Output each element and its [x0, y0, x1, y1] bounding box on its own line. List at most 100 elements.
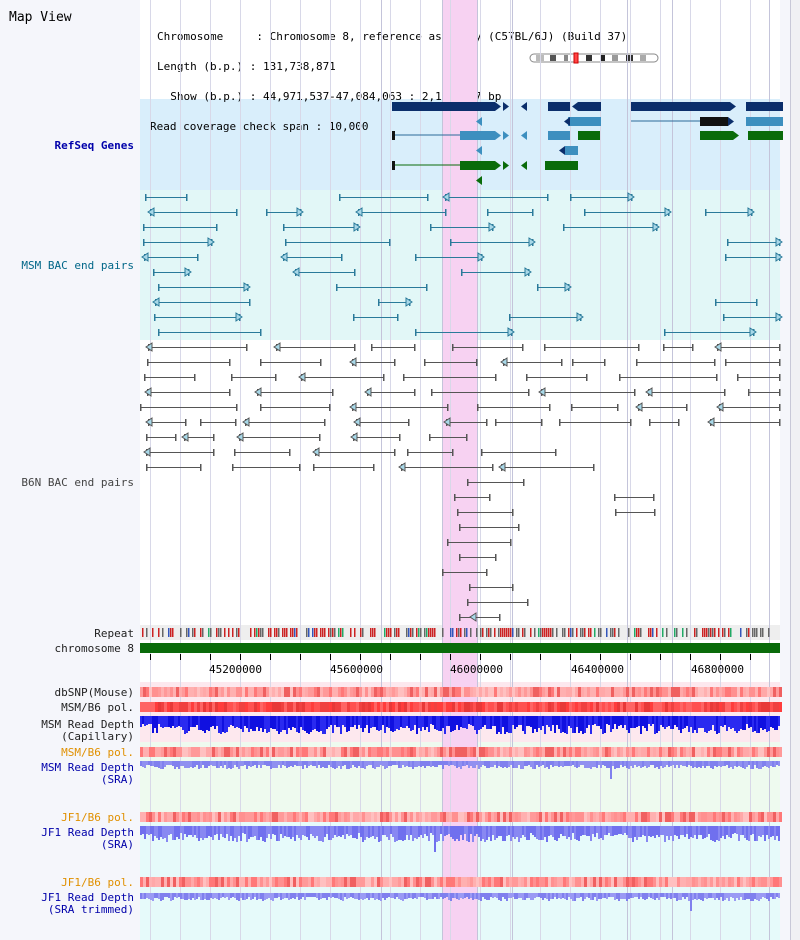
depth-bar [258, 761, 260, 765]
heat-cell [614, 687, 617, 697]
heat-cell [194, 747, 197, 757]
depth-bar [746, 893, 748, 899]
depth-bar [510, 826, 512, 841]
track-label-msm-b6-pol[interactable]: MSM/B6 pol. [61, 701, 134, 714]
depth-bar [458, 893, 460, 900]
track-label-msm-read-depth-cap[interactable]: MSM Read Depth [41, 718, 134, 731]
depth-bar [210, 826, 212, 837]
repeat-mark [506, 628, 508, 637]
depth-bar [490, 893, 492, 897]
heat-cell [296, 702, 299, 712]
depth-bar [750, 716, 752, 727]
depth-bar [536, 826, 538, 839]
depth-bar [636, 761, 638, 767]
heat-cell [197, 702, 200, 712]
heat-cell [470, 687, 473, 697]
track-label-msm-read-depth-sra[interactable]: MSM Read Depth [41, 761, 134, 774]
depth-bar [616, 716, 618, 729]
bac-end-arrow [349, 402, 357, 412]
bac-end-arrow [664, 207, 672, 217]
depth-bar [764, 761, 766, 766]
repeat-mark [408, 628, 410, 637]
bac-end-arrow [716, 402, 724, 412]
depth-bar [486, 826, 488, 840]
depth-bar [532, 893, 534, 900]
heat-cell [251, 877, 254, 887]
chromosome-bar [140, 643, 780, 653]
track-label-dbsnp[interactable]: dbSNP(Mouse) [54, 686, 134, 699]
track-label-jf1-b6-pol[interactable]: JF1/B6 pol. [61, 811, 134, 824]
depth-bar [290, 716, 292, 730]
depth-bar [336, 826, 338, 837]
depth-bar [544, 826, 546, 837]
heat-cell [146, 877, 149, 887]
depth-bar [534, 893, 536, 898]
track-label-refseq[interactable]: RefSeq Genes [54, 139, 134, 152]
heat-cell [236, 812, 239, 822]
depth-bar [456, 826, 458, 839]
depth-bar [524, 716, 526, 734]
heat-cell [464, 877, 467, 887]
depth-bar [500, 893, 502, 901]
heat-cell [293, 812, 296, 822]
track-label-jf1-b6-pol-trim[interactable]: JF1/B6 pol. [61, 876, 134, 889]
track-label-jf1-read-depth[interactable]: JF1 Read Depth [41, 826, 134, 839]
depth-bar [240, 761, 242, 766]
heat-cell [644, 702, 647, 712]
heat-cell [530, 702, 533, 712]
heat-cell [242, 687, 245, 697]
depth-bar [256, 826, 258, 840]
repeat-mark [676, 628, 678, 637]
heat-cell [248, 702, 251, 712]
chromosome-ideogram[interactable] [528, 51, 662, 65]
depth-bar [306, 826, 308, 837]
depth-bar [194, 893, 196, 900]
heat-cell [746, 747, 749, 757]
heat-cell [188, 702, 191, 712]
depth-bar [350, 761, 352, 768]
depth-bar [368, 893, 370, 900]
depth-bar [674, 893, 676, 898]
bac-end-arrow [398, 462, 406, 472]
depth-bar [516, 716, 518, 727]
heat-cell [779, 877, 782, 887]
depth-bar [534, 716, 536, 729]
heat-cell [593, 747, 596, 757]
track-label-msm-b6-pol-sra[interactable]: MSM/B6 pol. [61, 746, 134, 759]
depth-bar [688, 761, 690, 765]
depth-bar [630, 716, 632, 728]
heat-cell [299, 702, 302, 712]
bac-end [584, 209, 586, 216]
depth-bar [562, 716, 564, 732]
bac-end-arrow [144, 387, 152, 397]
depth-bar [550, 893, 552, 899]
heat-cell [515, 812, 518, 822]
track-label-b6n-bac[interactable]: B6N BAC end pairs [21, 476, 134, 489]
repeat-mark [372, 628, 374, 637]
repeat-mark [548, 628, 550, 637]
depth-bar [544, 716, 546, 734]
depth-bar [662, 716, 664, 727]
depth-bar [464, 716, 466, 728]
gene-exon [392, 102, 458, 111]
heat-cell [446, 702, 449, 712]
depth-bar [330, 826, 332, 840]
track-label-jf1-read-depth-trim[interactable]: JF1 Read Depth [41, 891, 134, 904]
heat-cell [386, 877, 389, 887]
track-label-msm-bac[interactable]: MSM BAC end pairs [21, 259, 134, 272]
heat-cell [404, 877, 407, 887]
depth-bar [448, 716, 450, 726]
heat-cell [368, 702, 371, 712]
heat-cell [446, 812, 449, 822]
heat-cell [521, 812, 524, 822]
depth-bar [152, 716, 154, 733]
depth-bar [524, 826, 526, 837]
heat-cell [593, 877, 596, 887]
depth-bar [486, 716, 488, 729]
track-label-repeat[interactable]: Repeat [94, 627, 134, 640]
heat-cell [227, 687, 230, 697]
depth-bar [184, 716, 186, 734]
depth-bar [278, 761, 280, 765]
heat-cell [524, 687, 527, 697]
